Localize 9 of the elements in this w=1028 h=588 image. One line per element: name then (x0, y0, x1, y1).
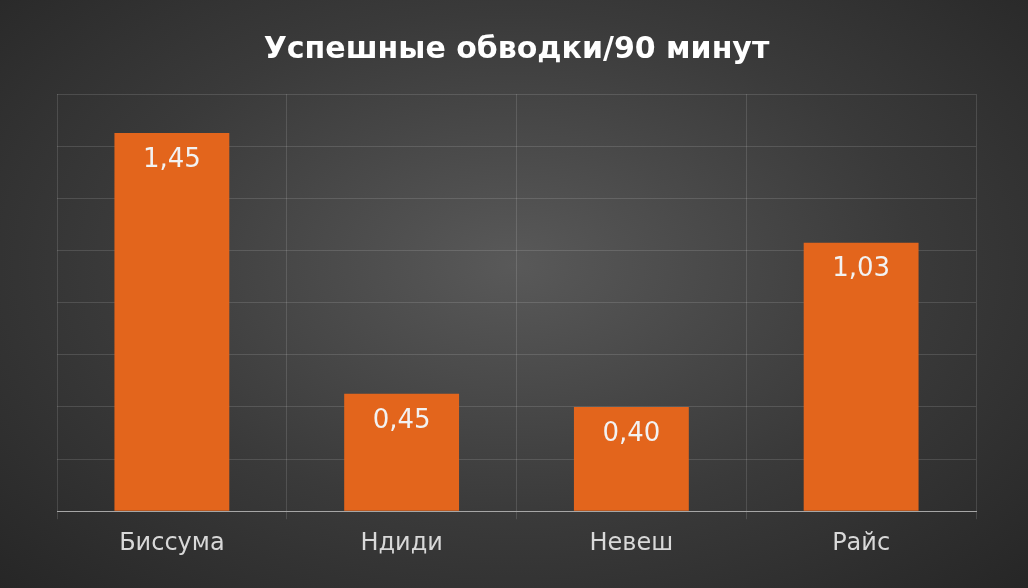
data-label: 1,45 (142, 142, 201, 173)
x-tick-label: Райс (832, 527, 891, 556)
data-label: 0,40 (602, 416, 661, 447)
x-tick-label: Ндиди (360, 527, 443, 556)
x-tick-label: Невеш (589, 527, 674, 556)
chart-title: Успешные обводки/90 минут (263, 29, 770, 65)
data-label: 1,03 (832, 252, 891, 283)
x-tick-label: Биссума (119, 527, 225, 556)
data-label: 0,45 (372, 403, 431, 434)
